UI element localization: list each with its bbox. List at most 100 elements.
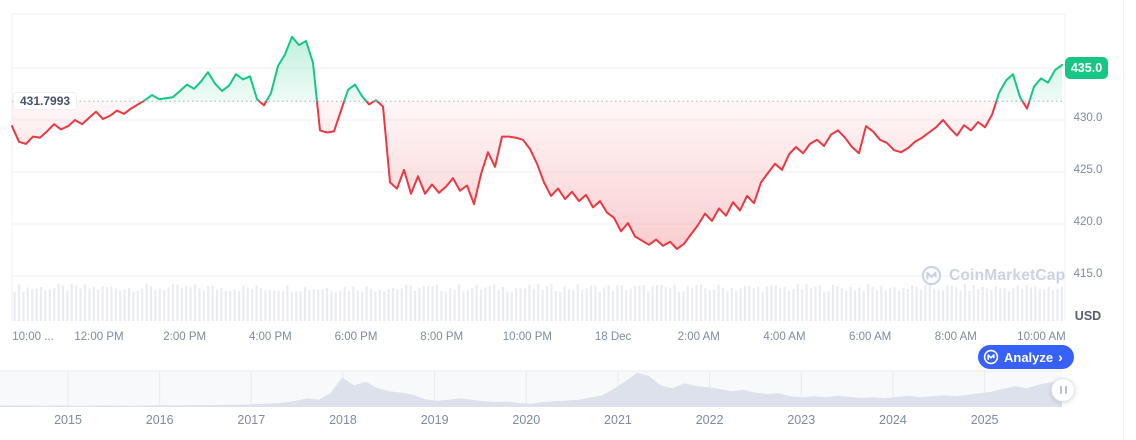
volume-bar bbox=[598, 291, 601, 321]
volume-bar bbox=[831, 284, 835, 321]
volume-bar bbox=[431, 286, 434, 321]
volume-bar bbox=[246, 287, 249, 321]
volume-bar bbox=[97, 289, 100, 321]
volume-bar bbox=[264, 290, 267, 321]
volume-bar bbox=[479, 289, 483, 321]
volume-bar bbox=[44, 290, 47, 321]
volume-bar bbox=[999, 288, 1002, 321]
volume-bar bbox=[1029, 287, 1033, 321]
volume-bar bbox=[251, 288, 254, 321]
volume-bar bbox=[1012, 288, 1015, 321]
analyze-button-label: Analyze bbox=[1004, 349, 1054, 365]
volume-bar bbox=[928, 284, 931, 321]
gridlines bbox=[11, 13, 1066, 321]
volume-bar bbox=[823, 292, 826, 321]
volume-bar bbox=[611, 290, 615, 321]
volume-bar bbox=[145, 284, 148, 321]
volume-bar bbox=[585, 288, 588, 321]
volume-bar bbox=[867, 284, 870, 321]
analyze-button[interactable]: Analyze › bbox=[978, 345, 1074, 369]
x-axis-tick: 2:00 AM bbox=[677, 331, 720, 343]
volume-bar bbox=[374, 291, 377, 321]
navigator[interactable] bbox=[0, 370, 1062, 407]
volume-bar bbox=[880, 285, 883, 321]
volume-bar bbox=[365, 286, 368, 321]
volume-bar bbox=[317, 289, 320, 321]
baseline-price-label: 431.7993 bbox=[13, 92, 78, 110]
x-axis-tick: 10:00 PM bbox=[502, 331, 552, 343]
volume-bars bbox=[13, 284, 1063, 321]
volume-bar bbox=[356, 290, 359, 321]
x-axis-tick: 12:00 PM bbox=[74, 331, 124, 343]
volume-bar bbox=[101, 285, 104, 321]
volume-bar bbox=[827, 291, 830, 321]
volume-bar bbox=[141, 288, 144, 321]
volume-bar bbox=[268, 289, 271, 321]
volume-bar bbox=[273, 290, 276, 321]
x-axis-tick: 8:00 PM bbox=[420, 331, 464, 343]
volume-bar bbox=[83, 284, 87, 321]
volume-bar bbox=[105, 287, 109, 321]
volume-bar bbox=[607, 285, 610, 321]
volume-bar bbox=[383, 291, 386, 321]
volume-bar bbox=[528, 284, 531, 321]
volume-bar bbox=[647, 291, 650, 321]
volume-bar bbox=[193, 284, 197, 321]
volume-bar bbox=[1003, 288, 1006, 321]
volume-bar bbox=[981, 287, 984, 321]
volume-bar bbox=[119, 290, 122, 321]
volume-bar bbox=[581, 289, 584, 321]
navigator-year-tick: 2023 bbox=[787, 413, 816, 427]
navigator-resize-handle[interactable] bbox=[1051, 378, 1075, 402]
volume-bar bbox=[180, 288, 183, 321]
volume-bar bbox=[334, 291, 337, 321]
volume-bar bbox=[75, 285, 78, 321]
volume-bar bbox=[721, 287, 725, 321]
volume-bar bbox=[484, 287, 487, 321]
volume-bar bbox=[1007, 291, 1011, 321]
volume-bar bbox=[1051, 290, 1055, 321]
x-axis-tick: 6:00 AM bbox=[849, 331, 892, 343]
volume-bar bbox=[933, 288, 936, 321]
volume-bar bbox=[884, 290, 887, 321]
volume-bar bbox=[537, 284, 540, 321]
volume-bar bbox=[171, 284, 175, 321]
volume-bar bbox=[594, 285, 597, 321]
volume-bar bbox=[897, 290, 901, 321]
volume-bar bbox=[1021, 288, 1024, 321]
volume-bar bbox=[202, 290, 205, 321]
volume-bar bbox=[589, 285, 593, 321]
volume-bar bbox=[669, 288, 672, 321]
volume-bar bbox=[22, 291, 25, 321]
volume-bar bbox=[708, 290, 711, 321]
chevron-right-icon: › bbox=[1058, 348, 1063, 365]
volume-bar bbox=[343, 287, 346, 321]
volume-bar bbox=[1043, 289, 1046, 321]
volume-bar bbox=[462, 291, 465, 321]
volume-bar bbox=[739, 288, 742, 321]
volume-bar bbox=[752, 288, 755, 321]
volume-bar bbox=[418, 287, 421, 321]
volume-bar bbox=[809, 288, 813, 321]
volume-bar bbox=[321, 289, 324, 321]
volume-bar bbox=[757, 286, 760, 321]
volume-bar bbox=[774, 285, 777, 321]
volume-bar bbox=[919, 289, 923, 321]
coinmarketcap-watermark: CoinMarketCap bbox=[921, 265, 1065, 286]
volume-bar bbox=[290, 291, 293, 321]
volume-bar bbox=[361, 291, 364, 321]
volume-bar bbox=[79, 288, 82, 321]
price-above-baseline bbox=[12, 35, 1063, 102]
x-axis-tick: 18 Dec bbox=[594, 331, 632, 343]
navigator-year-tick: 2025 bbox=[970, 413, 999, 427]
volume-bar bbox=[444, 291, 447, 321]
volume-bar bbox=[686, 286, 689, 321]
volume-bar bbox=[677, 291, 681, 321]
volume-bar bbox=[400, 288, 403, 321]
volume-bar bbox=[391, 288, 395, 321]
navigator-year-tick: 2020 bbox=[512, 413, 541, 427]
volume-bar bbox=[1060, 287, 1063, 321]
price-line-down bbox=[11, 101, 1031, 250]
main-chart-hover-area[interactable] bbox=[12, 14, 1062, 321]
